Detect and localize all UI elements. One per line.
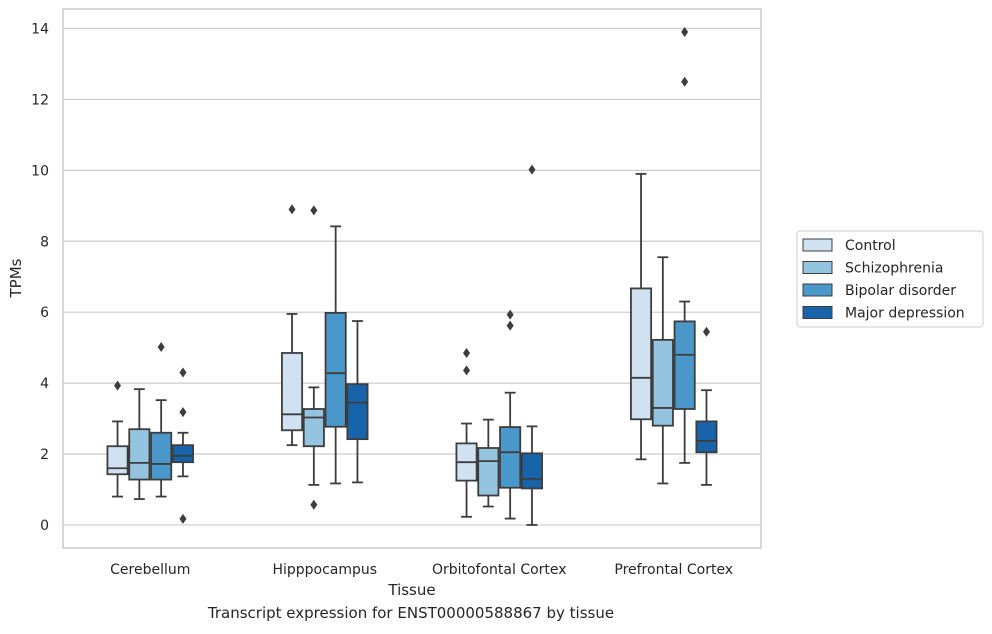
box-iqr	[673, 320, 696, 410]
box-3-3	[695, 326, 718, 486]
outlier-point	[463, 347, 471, 358]
x-tick-label: Hipppocampus	[272, 562, 377, 578]
box-iqr	[171, 444, 194, 464]
y-tick-label: 6	[40, 305, 49, 321]
box-0-1	[128, 388, 151, 500]
box-iqr	[128, 428, 151, 481]
outlier-point	[288, 204, 296, 215]
box-iqr	[281, 352, 304, 432]
legend-swatch	[802, 238, 833, 252]
box-3-1	[651, 256, 674, 485]
legend-label: Control	[845, 238, 896, 254]
box-0-0	[106, 380, 129, 498]
box-iqr	[499, 426, 522, 489]
chart-caption: Transcript expression for ENST0000058886…	[207, 604, 615, 622]
outlier-point	[310, 205, 318, 216]
box-iqr	[346, 383, 369, 441]
box-1-2	[324, 225, 347, 485]
y-tick-label: 4	[40, 376, 49, 392]
outlier-point	[506, 320, 514, 331]
legend-label: Major depression	[845, 306, 965, 322]
outlier-point	[528, 164, 536, 175]
outlier-point	[114, 380, 122, 391]
outlier-point	[179, 407, 187, 418]
y-tick-label: 14	[31, 22, 49, 38]
box-1-1	[302, 205, 325, 510]
box-0-3	[171, 367, 194, 524]
y-tick-label: 10	[31, 163, 49, 179]
box-iqr	[630, 287, 653, 421]
box-2-3	[520, 164, 543, 526]
plot-area-border	[62, 8, 762, 549]
box-iqr	[520, 452, 543, 490]
outlier-point	[463, 365, 471, 376]
outlier-point	[702, 326, 710, 337]
box-iqr	[302, 408, 325, 448]
box-2-1	[477, 418, 500, 508]
box-iqr	[106, 445, 129, 476]
box-0-2	[150, 341, 173, 498]
legend-swatch	[802, 261, 833, 274]
outlier-point	[179, 367, 187, 378]
box-iqr	[324, 311, 347, 428]
outlier-point	[179, 513, 187, 524]
outlier-point	[681, 76, 689, 87]
box-2-0	[455, 347, 478, 518]
outlier-point	[681, 27, 689, 38]
outlier-point	[157, 341, 165, 352]
legend-label: Schizophrenia	[845, 261, 943, 277]
box-3-0	[630, 172, 653, 461]
y-tick-label: 8	[40, 234, 49, 250]
legend: Control Schizophrenia Bipolar disorder Majo…	[796, 230, 984, 328]
y-tick-label: 0	[40, 518, 49, 534]
box-iqr	[651, 338, 674, 427]
box-3-2	[673, 27, 696, 464]
y-tick-label: 2	[40, 447, 49, 463]
boxes	[106, 27, 718, 526]
box-iqr	[477, 447, 500, 497]
x-tick-label: Prefrontal Cortex	[614, 562, 733, 578]
y-tick-label: 12	[31, 92, 49, 108]
outlier-point	[310, 499, 318, 510]
legend-label: Bipolar disorder	[845, 283, 956, 299]
x-axis-label: Tissue	[387, 581, 435, 599]
box-iqr	[695, 420, 718, 454]
legend-swatch	[802, 283, 833, 297]
legend-frame	[796, 230, 984, 328]
legend-swatch	[802, 306, 833, 319]
y-axis-ticks: 0 2 4 6 8 10 12 14	[31, 22, 49, 534]
box-iqr	[150, 431, 173, 481]
y-axis-label: TPMs	[7, 258, 25, 298]
box-2-2	[499, 309, 522, 520]
box-1-3	[346, 320, 369, 484]
outlier-point	[506, 309, 514, 320]
x-tick-label: Cerebellum	[110, 562, 190, 578]
box-1-0	[281, 204, 304, 447]
x-tick-label: Orbitofontal Cortex	[432, 562, 567, 578]
x-axis-ticks: Cerebellum Hipppocampus Orbitofontal Corte…	[110, 562, 733, 578]
